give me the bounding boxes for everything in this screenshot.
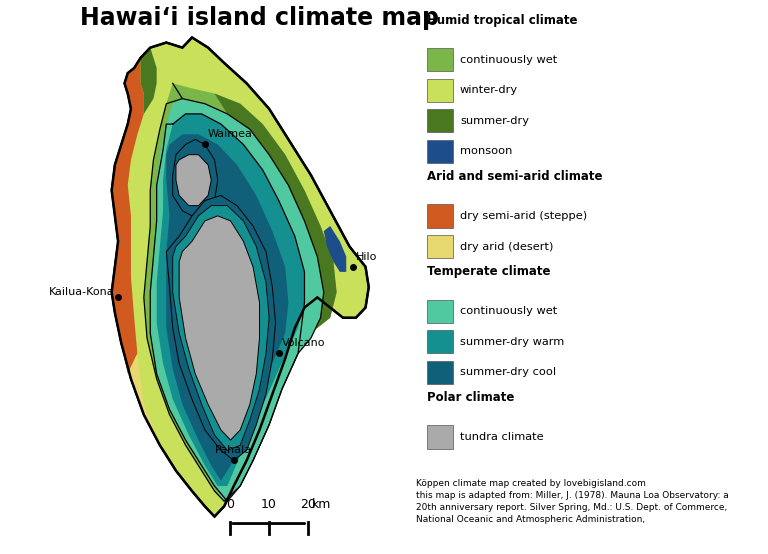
- Polygon shape: [324, 226, 346, 272]
- Polygon shape: [173, 206, 269, 450]
- Polygon shape: [167, 196, 276, 460]
- Bar: [427, 48, 453, 71]
- Bar: [427, 330, 453, 353]
- Polygon shape: [173, 140, 217, 216]
- Text: Kailua-Kona: Kailua-Kona: [49, 288, 115, 297]
- Text: km: km: [312, 499, 331, 511]
- Text: Arid and semi-arid climate: Arid and semi-arid climate: [427, 170, 602, 183]
- Bar: [427, 140, 453, 163]
- Text: 10: 10: [261, 499, 276, 511]
- Bar: [427, 235, 453, 258]
- Text: summer-dry: summer-dry: [460, 116, 529, 126]
- Text: summer-dry cool: summer-dry cool: [460, 367, 556, 377]
- Text: Temperate climate: Temperate climate: [427, 265, 550, 278]
- Text: Hilo: Hilo: [356, 252, 377, 261]
- Text: dry arid (desert): dry arid (desert): [460, 242, 553, 252]
- Bar: [427, 79, 453, 102]
- Polygon shape: [214, 94, 336, 501]
- Polygon shape: [111, 58, 144, 374]
- Text: summer-dry warm: summer-dry warm: [460, 337, 564, 347]
- Text: winter-dry: winter-dry: [460, 85, 518, 95]
- Bar: [427, 109, 453, 132]
- Text: 0: 0: [226, 499, 234, 511]
- Text: Humid tropical climate: Humid tropical climate: [427, 14, 578, 27]
- Text: Polar climate: Polar climate: [427, 391, 514, 404]
- Text: continuously wet: continuously wet: [460, 55, 557, 65]
- Text: dry semi-arid (steppe): dry semi-arid (steppe): [460, 211, 587, 221]
- Polygon shape: [111, 38, 369, 516]
- Text: monsoon: monsoon: [460, 146, 512, 156]
- Polygon shape: [144, 83, 336, 501]
- Text: Köppen climate map created by lovebigisland.com
this map is adapted from: Miller: Köppen climate map created by lovebigisl…: [415, 479, 728, 524]
- Polygon shape: [179, 216, 260, 440]
- Text: Waimea: Waimea: [208, 130, 253, 140]
- Text: tundra climate: tundra climate: [460, 432, 544, 442]
- Polygon shape: [141, 48, 157, 114]
- Text: Volcano: Volcano: [282, 338, 326, 348]
- Polygon shape: [167, 134, 289, 481]
- Bar: [427, 425, 453, 449]
- Bar: [427, 300, 453, 323]
- Bar: [427, 204, 453, 228]
- Text: 20: 20: [300, 499, 316, 511]
- Polygon shape: [127, 353, 179, 476]
- Bar: [427, 361, 453, 384]
- Polygon shape: [176, 155, 211, 206]
- Text: Hawaiʻi island climate map: Hawaiʻi island climate map: [81, 6, 439, 29]
- Polygon shape: [151, 99, 324, 501]
- Text: continuously wet: continuously wet: [460, 306, 557, 316]
- Text: Pahala: Pahala: [215, 445, 253, 455]
- Polygon shape: [157, 114, 304, 486]
